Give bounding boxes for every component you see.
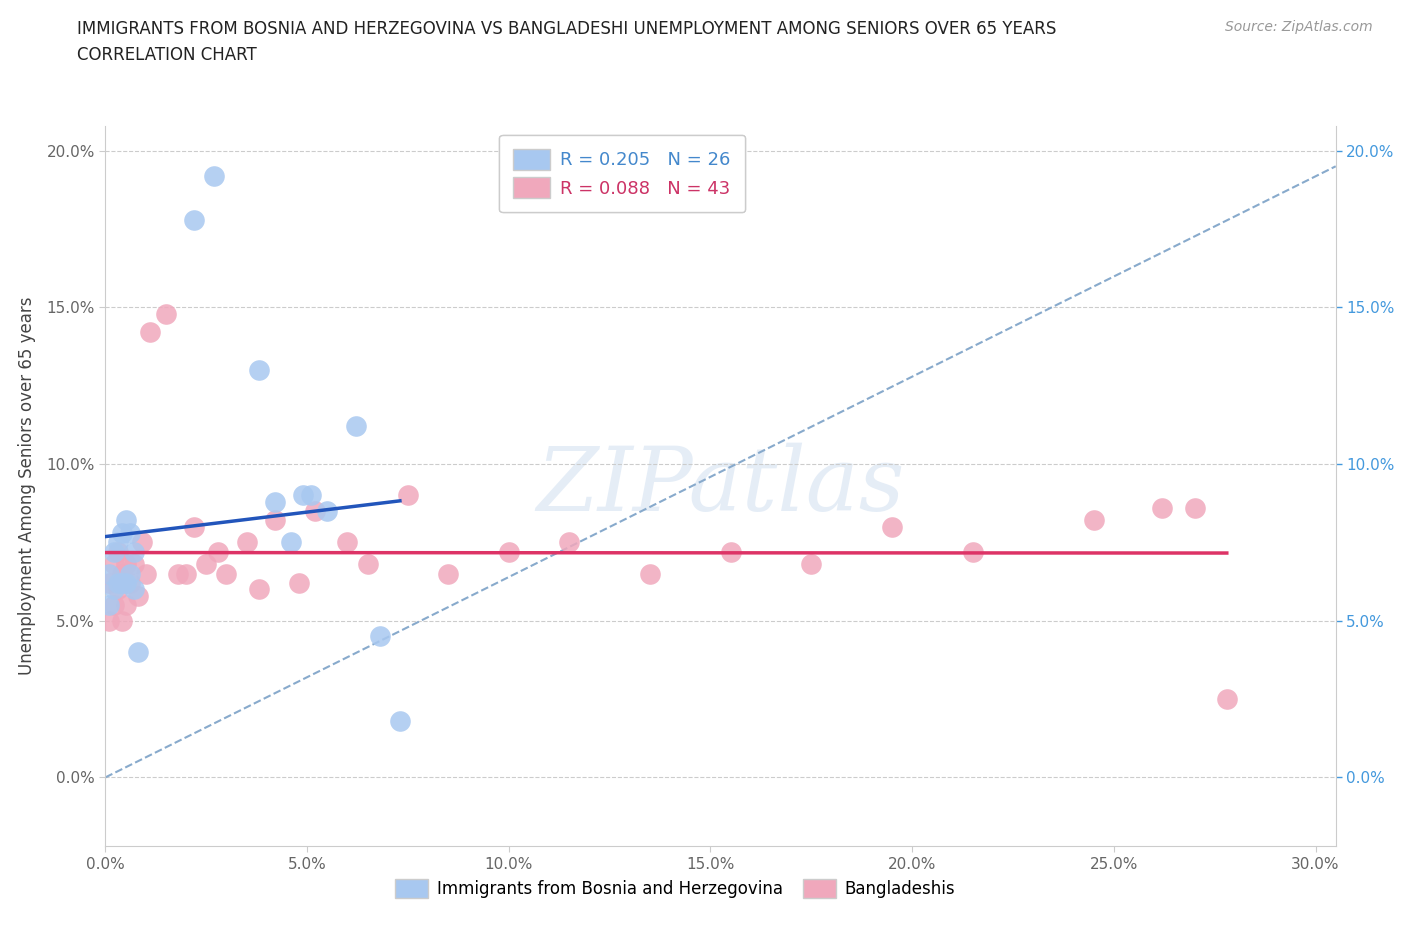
Point <box>304 503 326 518</box>
Point <box>880 519 903 534</box>
Point <box>396 488 419 503</box>
Point <box>127 644 149 659</box>
Point <box>114 557 136 572</box>
Text: CORRELATION CHART: CORRELATION CHART <box>77 46 257 64</box>
Point <box>247 363 270 378</box>
Point <box>103 582 125 597</box>
Point <box>118 525 141 540</box>
Point <box>98 598 121 613</box>
Legend: Immigrants from Bosnia and Herzegovina, Bangladeshis: Immigrants from Bosnia and Herzegovina, … <box>388 872 962 905</box>
Point <box>437 566 460 581</box>
Text: Source: ZipAtlas.com: Source: ZipAtlas.com <box>1225 20 1372 34</box>
Point <box>107 582 129 597</box>
Point <box>1184 500 1206 515</box>
Point <box>98 566 121 581</box>
Text: IMMIGRANTS FROM BOSNIA AND HERZEGOVINA VS BANGLADESHI UNEMPLOYMENT AMONG SENIORS: IMMIGRANTS FROM BOSNIA AND HERZEGOVINA V… <box>77 20 1057 38</box>
Point <box>122 544 145 559</box>
Point <box>292 488 315 503</box>
Point <box>195 557 218 572</box>
Point <box>263 513 285 528</box>
Point <box>103 598 125 613</box>
Point <box>107 544 129 559</box>
Point <box>131 535 153 550</box>
Point <box>280 535 302 550</box>
Point <box>336 535 359 550</box>
Point <box>247 582 270 597</box>
Point <box>122 582 145 597</box>
Point <box>235 535 257 550</box>
Point <box>720 544 742 559</box>
Point <box>167 566 190 581</box>
Point <box>202 168 225 183</box>
Point <box>103 544 125 559</box>
Point <box>155 306 177 321</box>
Text: ZIPatlas: ZIPatlas <box>536 443 905 529</box>
Point <box>135 566 157 581</box>
Point <box>107 576 129 591</box>
Point <box>368 629 391 644</box>
Point <box>1152 500 1174 515</box>
Point <box>98 613 121 628</box>
Point <box>118 566 141 581</box>
Point <box>288 576 311 591</box>
Point <box>316 503 339 518</box>
Point <box>638 566 661 581</box>
Point <box>263 494 285 509</box>
Point <box>1216 692 1239 707</box>
Point <box>110 576 132 591</box>
Point <box>344 418 367 433</box>
Point <box>558 535 581 550</box>
Point <box>110 525 132 540</box>
Point <box>139 325 162 339</box>
Point <box>110 566 132 581</box>
Point <box>114 576 136 591</box>
Point <box>118 576 141 591</box>
Point <box>962 544 984 559</box>
Point <box>110 613 132 628</box>
Point <box>207 544 229 559</box>
Point <box>107 535 129 550</box>
Point <box>114 598 136 613</box>
Point <box>498 544 520 559</box>
Point <box>800 557 823 572</box>
Point <box>127 588 149 603</box>
Point <box>98 576 121 591</box>
Point <box>122 557 145 572</box>
Point <box>114 513 136 528</box>
Point <box>174 566 197 581</box>
Point <box>183 519 205 534</box>
Point <box>215 566 238 581</box>
Point <box>103 557 125 572</box>
Point <box>1083 513 1105 528</box>
Y-axis label: Unemployment Among Seniors over 65 years: Unemployment Among Seniors over 65 years <box>17 297 35 675</box>
Point <box>299 488 322 503</box>
Legend: R = 0.205   N = 26, R = 0.088   N = 43: R = 0.205 N = 26, R = 0.088 N = 43 <box>499 135 745 212</box>
Point <box>356 557 378 572</box>
Point <box>183 212 205 227</box>
Point <box>388 713 411 728</box>
